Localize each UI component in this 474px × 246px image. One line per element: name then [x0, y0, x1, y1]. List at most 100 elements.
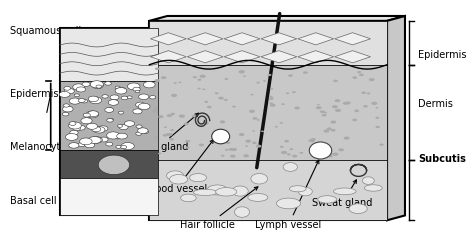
Circle shape [74, 94, 79, 97]
Circle shape [115, 88, 127, 94]
Circle shape [179, 114, 185, 118]
Circle shape [282, 103, 285, 105]
Circle shape [322, 114, 327, 116]
Circle shape [363, 105, 368, 108]
Circle shape [197, 79, 201, 81]
Circle shape [269, 96, 273, 97]
Circle shape [133, 87, 140, 91]
Ellipse shape [212, 129, 229, 144]
Circle shape [167, 133, 173, 136]
Circle shape [288, 74, 293, 77]
Circle shape [106, 142, 113, 146]
Circle shape [118, 124, 123, 127]
Circle shape [316, 106, 321, 109]
Polygon shape [150, 33, 186, 45]
Circle shape [164, 126, 167, 128]
Text: Hair follicle: Hair follicle [180, 187, 258, 230]
Ellipse shape [276, 198, 301, 209]
Polygon shape [261, 33, 297, 45]
Circle shape [198, 88, 201, 90]
Circle shape [369, 78, 374, 81]
Circle shape [68, 122, 82, 129]
Circle shape [135, 90, 140, 93]
Circle shape [154, 107, 158, 109]
Circle shape [275, 126, 278, 128]
Circle shape [158, 153, 161, 154]
Circle shape [109, 118, 113, 121]
Circle shape [345, 101, 351, 105]
Bar [60, 28, 158, 215]
Circle shape [76, 125, 85, 130]
Circle shape [92, 83, 103, 89]
Circle shape [118, 111, 124, 114]
Circle shape [107, 132, 120, 139]
Circle shape [115, 136, 121, 139]
Circle shape [179, 82, 182, 83]
Circle shape [88, 137, 101, 143]
Circle shape [328, 155, 333, 157]
Text: Melanocyte: Melanocyte [10, 142, 110, 165]
Circle shape [184, 123, 189, 125]
Circle shape [263, 80, 266, 82]
Circle shape [284, 140, 289, 142]
Circle shape [375, 126, 380, 128]
Circle shape [225, 78, 228, 80]
Ellipse shape [318, 196, 337, 203]
Circle shape [93, 127, 105, 133]
Text: Sweat gland: Sweat gland [128, 113, 199, 152]
Circle shape [245, 139, 251, 143]
Circle shape [218, 97, 224, 100]
Circle shape [267, 74, 272, 76]
Circle shape [286, 92, 289, 94]
Circle shape [161, 76, 166, 79]
Circle shape [300, 152, 303, 154]
Text: Basal cell: Basal cell [10, 192, 85, 206]
Circle shape [379, 143, 383, 146]
Circle shape [324, 129, 329, 133]
Circle shape [331, 129, 336, 132]
Circle shape [252, 130, 255, 132]
Ellipse shape [181, 194, 196, 202]
Circle shape [136, 102, 145, 107]
Circle shape [69, 122, 76, 125]
Circle shape [65, 134, 78, 140]
Circle shape [243, 154, 249, 157]
Circle shape [78, 142, 85, 147]
Circle shape [367, 92, 370, 94]
Circle shape [327, 127, 332, 130]
Circle shape [127, 96, 132, 99]
Circle shape [86, 138, 97, 144]
Circle shape [99, 137, 108, 142]
Ellipse shape [232, 186, 248, 196]
Circle shape [117, 87, 126, 92]
Circle shape [170, 129, 174, 131]
Circle shape [155, 79, 160, 82]
Circle shape [232, 106, 236, 108]
Circle shape [207, 106, 211, 108]
Circle shape [136, 132, 142, 135]
Circle shape [270, 102, 273, 104]
Polygon shape [387, 16, 405, 220]
Circle shape [292, 91, 296, 93]
Circle shape [121, 96, 128, 100]
Circle shape [80, 138, 92, 145]
Circle shape [90, 137, 102, 143]
Polygon shape [298, 33, 334, 45]
Polygon shape [224, 33, 260, 45]
Circle shape [359, 74, 364, 76]
Circle shape [317, 104, 319, 105]
Circle shape [78, 99, 85, 102]
Ellipse shape [298, 187, 312, 196]
Circle shape [89, 97, 102, 104]
Circle shape [105, 82, 111, 85]
Circle shape [163, 134, 167, 137]
Ellipse shape [248, 194, 268, 201]
Text: Epidermis: Epidermis [10, 89, 59, 99]
Circle shape [352, 119, 357, 121]
Circle shape [167, 114, 172, 117]
Circle shape [343, 102, 348, 105]
Circle shape [64, 89, 74, 94]
Circle shape [280, 122, 283, 124]
Ellipse shape [334, 188, 356, 195]
Circle shape [70, 130, 78, 135]
